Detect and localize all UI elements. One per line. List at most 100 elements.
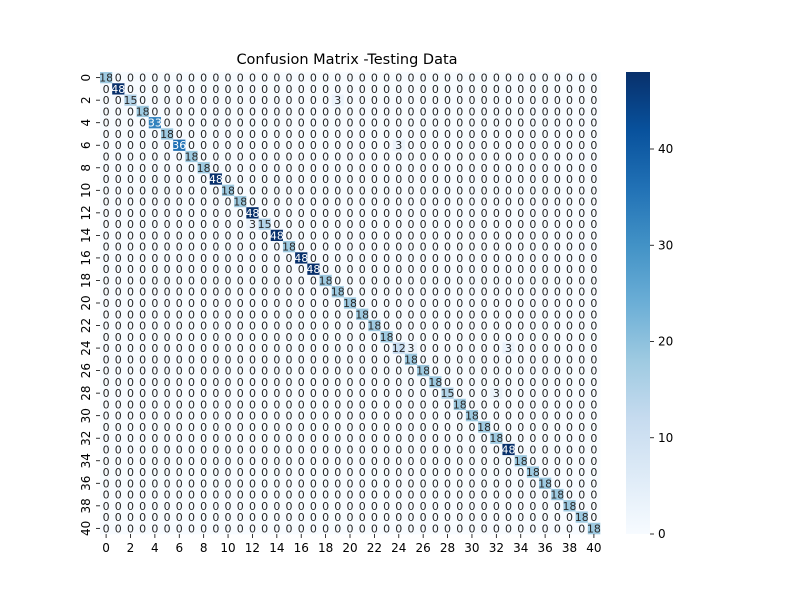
heatmap-cell: [356, 94, 369, 107]
cell-value-label: 0: [383, 522, 390, 535]
cell-value-label: 0: [456, 173, 463, 186]
heatmap-cell: [136, 488, 150, 501]
heatmap-cell: [380, 274, 393, 287]
heatmap-cell: [490, 274, 503, 287]
cell-value-label: 0: [359, 455, 366, 468]
heatmap-cell: [563, 229, 576, 242]
cell-value-label: 3: [249, 218, 256, 231]
heatmap-cell: [197, 162, 211, 174]
heatmap-cell: [490, 139, 503, 152]
cell-value-label: 0: [298, 286, 305, 299]
cell-value-label: 0: [481, 94, 488, 107]
cell-value-label: 0: [249, 477, 256, 490]
heatmap-cell: [368, 150, 381, 163]
cell-value-label: 0: [371, 72, 378, 85]
heatmap-cell: [429, 432, 442, 445]
cell-value-label: 0: [249, 128, 256, 141]
heatmap-cell: [221, 455, 235, 467]
x-tick-label: 8: [200, 541, 208, 555]
cell-value-label: 0: [139, 455, 146, 468]
cell-value-label: 18: [319, 274, 333, 287]
cell-value-label: 0: [103, 398, 110, 411]
cell-value-label: 0: [590, 489, 597, 502]
cell-value-label: 0: [225, 94, 232, 107]
cell-value-label: 0: [432, 466, 439, 479]
cell-value-label: 0: [225, 421, 232, 434]
heatmap-cell: [514, 274, 528, 287]
cell-value-label: 0: [103, 184, 110, 197]
heatmap-cell: [270, 207, 284, 219]
cell-value-label: 0: [359, 105, 366, 118]
cell-value-label: 0: [493, 522, 500, 535]
cell-value-label: 0: [493, 162, 500, 175]
x-tick-label: 20: [342, 541, 357, 555]
y-tick-label: 22: [79, 318, 93, 333]
heatmap-cell: [234, 195, 247, 208]
cell-value-label: 0: [103, 241, 110, 254]
cell-value-label: 0: [395, 511, 402, 524]
heatmap-cell: [270, 319, 284, 332]
cell-value-label: 0: [493, 241, 500, 254]
cell-value-label: 0: [261, 455, 268, 468]
cell-value-label: 0: [493, 117, 500, 130]
cell-value-label: 0: [249, 162, 256, 175]
heatmap-cell: [539, 308, 552, 321]
cell-value-label: 0: [188, 229, 195, 242]
cell-value-label: 0: [468, 72, 475, 85]
heatmap-cell: [258, 263, 272, 276]
heatmap-cell: [575, 94, 589, 107]
cell-value-label: 0: [493, 128, 500, 141]
cell-value-label: 0: [334, 331, 341, 344]
heatmap-cell: [100, 297, 113, 309]
cell-value-label: 0: [517, 162, 524, 175]
cell-value-label: 0: [407, 229, 414, 242]
heatmap-cell: [100, 364, 113, 377]
cell-value-label: 0: [444, 173, 451, 186]
cell-value-label: 0: [334, 365, 341, 378]
cell-value-label: 0: [225, 151, 232, 164]
heatmap-cell: [331, 83, 345, 95]
heatmap-cell: [380, 488, 393, 501]
heatmap-cell: [160, 421, 174, 433]
heatmap-cell: [356, 308, 369, 321]
heatmap-cell: [587, 488, 601, 501]
cell-value-label: 0: [554, 117, 561, 130]
heatmap-cell: [270, 455, 284, 467]
heatmap-cell: [343, 410, 357, 422]
cell-value-label: 0: [322, 365, 329, 378]
heatmap-cell: [246, 308, 259, 321]
y-tick-label: 10: [79, 183, 93, 198]
cell-value-label: 0: [456, 218, 463, 231]
heatmap-cell: [587, 443, 601, 456]
heatmap-cell: [465, 319, 479, 332]
cell-value-label: 0: [505, 72, 512, 85]
heatmap-cell: [209, 94, 223, 107]
cell-value-label: 0: [371, 117, 378, 130]
heatmap-cell: [575, 207, 589, 219]
heatmap-cell: [429, 263, 442, 276]
cell-value-label: 0: [176, 466, 183, 479]
cell-value-label: 0: [298, 320, 305, 333]
cell-value-label: 0: [566, 286, 573, 299]
cell-value-label: 0: [529, 173, 536, 186]
cell-value-label: 0: [225, 229, 232, 242]
cell-value-label: 0: [273, 274, 280, 287]
cell-value-label: 0: [298, 387, 305, 400]
cell-value-label: 0: [151, 522, 158, 535]
heatmap-cell: [319, 94, 333, 107]
heatmap-cell: [160, 319, 174, 332]
cell-value-label: 0: [310, 320, 317, 333]
cell-value-label: 0: [176, 320, 183, 333]
heatmap-cell: [429, 342, 442, 355]
cell-value-label: 0: [590, 105, 597, 118]
heatmap-cell: [331, 184, 345, 197]
heatmap-cell: [307, 252, 320, 264]
cell-value-label: 0: [151, 218, 158, 231]
heatmap-cell: [551, 207, 564, 219]
heatmap-cell: [124, 466, 137, 478]
cell-value-label: 0: [188, 196, 195, 209]
cell-value-label: 0: [578, 342, 585, 355]
heatmap-cell: [563, 353, 576, 366]
cell-value-label: 0: [432, 218, 439, 231]
cell-value-label: 0: [103, 432, 110, 445]
